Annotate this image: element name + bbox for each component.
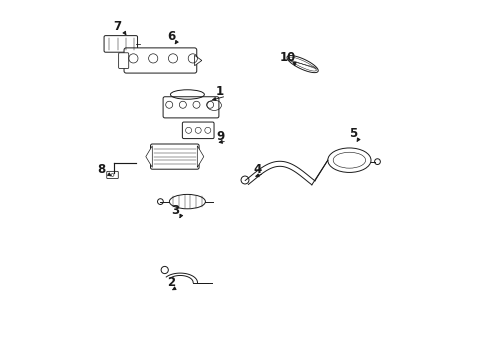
Text: 1: 1 [216,85,224,98]
Text: 3: 3 [171,204,179,217]
Polygon shape [146,146,152,167]
FancyBboxPatch shape [150,144,199,169]
FancyBboxPatch shape [107,171,118,179]
Text: 10: 10 [280,51,296,64]
Text: 6: 6 [167,30,175,42]
FancyBboxPatch shape [124,48,197,73]
Text: 5: 5 [349,127,357,140]
Text: 2: 2 [167,276,175,289]
Text: 7: 7 [113,21,121,33]
Text: 9: 9 [217,130,224,143]
Polygon shape [197,146,204,167]
Polygon shape [195,55,202,66]
FancyBboxPatch shape [119,53,129,68]
FancyBboxPatch shape [163,97,219,118]
Text: 4: 4 [253,163,262,176]
Text: 8: 8 [97,163,105,176]
FancyBboxPatch shape [104,36,138,52]
Polygon shape [287,55,318,73]
FancyBboxPatch shape [182,122,214,139]
